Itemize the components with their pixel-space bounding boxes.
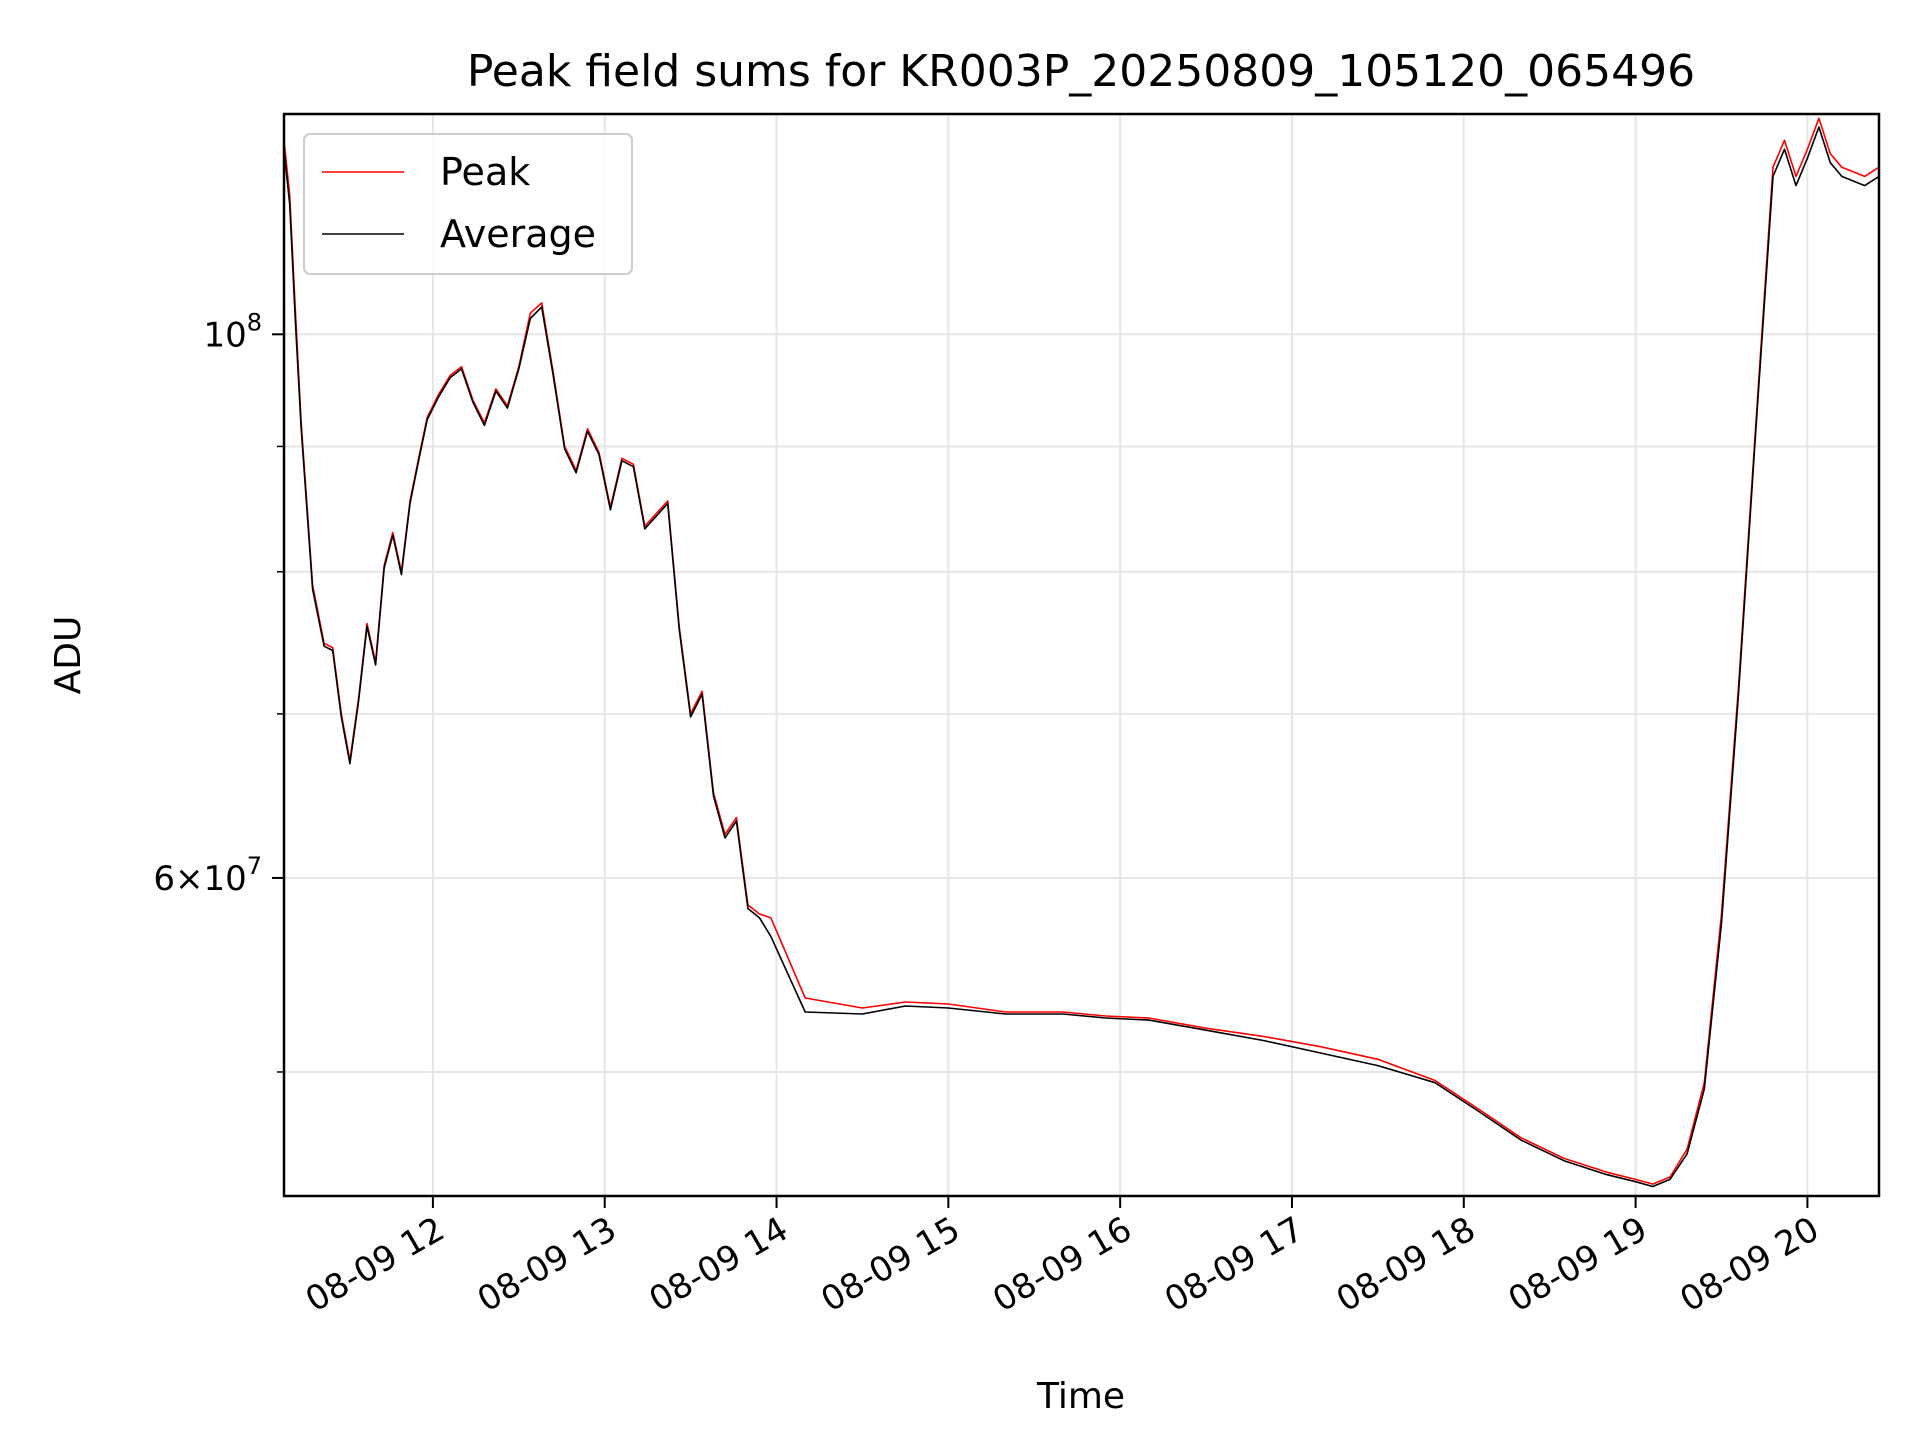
grid <box>284 114 1879 1196</box>
x-tick-label: 08-09 17 <box>1158 1209 1310 1320</box>
y-tick-label: 108 <box>203 308 262 355</box>
legend-box <box>303 133 633 275</box>
series-line-average <box>284 126 1879 1188</box>
x-tick-label: 08-09 12 <box>299 1209 451 1320</box>
x-tick-label: 08-09 19 <box>1502 1209 1654 1320</box>
x-tick-label: 08-09 14 <box>643 1209 795 1320</box>
chart-title: Peak field sums for KR003P_20250809_1051… <box>467 46 1695 97</box>
x-axis: 08-09 12 08-09 13 08-09 14 08-09 15 08-09 16… <box>299 1196 1826 1320</box>
x-tick-label: 08-09 20 <box>1674 1209 1826 1320</box>
y-tick-mantissa: 6× <box>153 859 203 899</box>
x-tick-label: 08-09 18 <box>1330 1209 1482 1320</box>
legend-label-peak: Peak <box>440 150 530 194</box>
y-axis-label: ADU <box>48 616 89 695</box>
legend: Peak Average <box>303 133 633 275</box>
x-tick-label: 08-09 15 <box>814 1209 966 1320</box>
plot-area-frame <box>282 112 1881 1198</box>
y-tick-base: 10 <box>203 859 246 899</box>
y-tick-label: 6×107 <box>153 852 262 899</box>
y-tick-base: 10 <box>203 315 246 355</box>
legend-label-average: Average <box>440 212 596 256</box>
x-tick-label: 08-09 13 <box>471 1209 623 1320</box>
series-layer <box>284 117 1879 1188</box>
y-tick-exponent: 7 <box>247 852 262 880</box>
x-axis-label: Time <box>1036 1376 1125 1417</box>
series-line-peak <box>284 117 1879 1185</box>
x-tick-label: 08-09 16 <box>986 1209 1138 1320</box>
y-tick-exponent: 8 <box>247 308 262 336</box>
